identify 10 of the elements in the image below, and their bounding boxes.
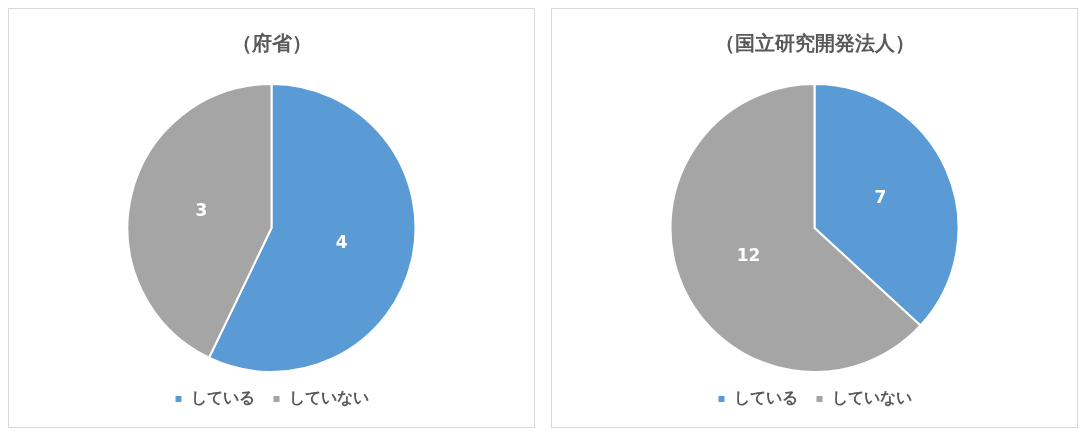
legend-label: していない	[831, 388, 912, 408]
data-label: 4	[335, 232, 348, 253]
data-label: 3	[195, 200, 208, 221]
data-label: 7	[874, 187, 887, 208]
legend-label: していない	[288, 388, 369, 408]
legend-label: している	[733, 388, 798, 408]
chart-title: （府省）	[231, 31, 312, 56]
legend-label: している	[190, 388, 255, 408]
chart-title: （国立研究開発法人）	[714, 31, 915, 56]
data-label: 12	[736, 245, 761, 266]
